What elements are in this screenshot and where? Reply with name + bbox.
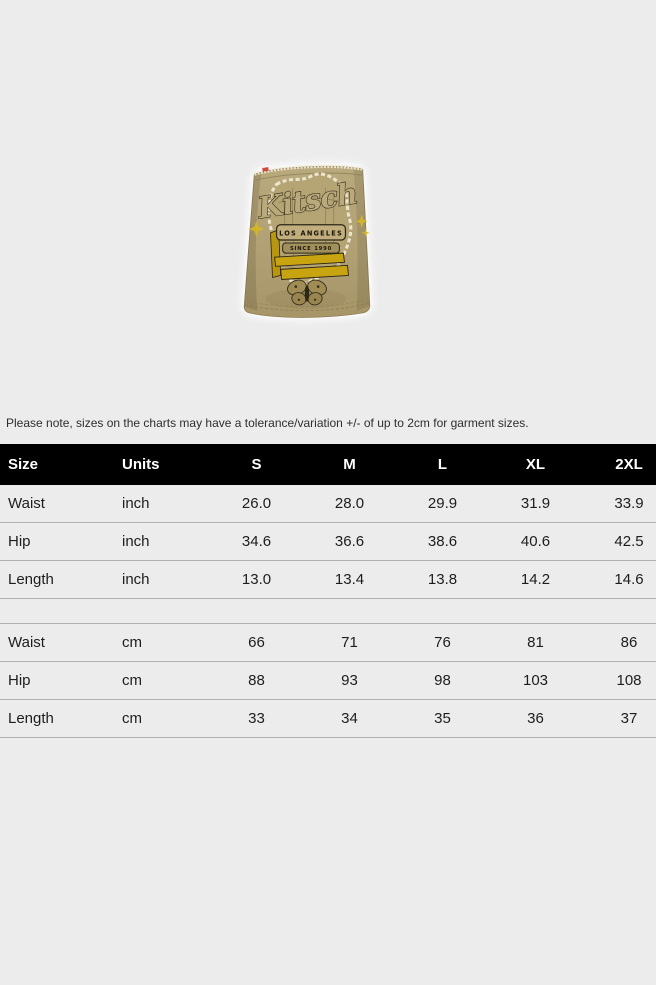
cell-value: 35 [396, 699, 489, 738]
row-unit: inch [114, 485, 210, 523]
row-label: Length [0, 699, 114, 738]
table-row-length-cm: Length cm 33 34 35 36 37 [0, 699, 656, 738]
row-label: Waist [0, 623, 114, 662]
row-unit: inch [114, 560, 210, 599]
banner-text-line1: LOS ANGELES [279, 229, 343, 237]
header-size-l: L [396, 444, 489, 485]
cell-value: 38.6 [396, 522, 489, 561]
size-chart-table: Size Units S M L XL 2XL Waist inch 26.0 … [0, 444, 656, 738]
header-size-xl: XL [489, 444, 582, 485]
cell-value: 34 [303, 699, 396, 738]
table-row-length-inch: Length inch 13.0 13.4 13.8 14.2 14.6 [0, 560, 656, 599]
cell-value: 31.9 [489, 485, 582, 523]
cell-value: 37 [582, 699, 656, 738]
cell-value: 33 [210, 699, 303, 738]
cell-value: 76 [396, 623, 489, 662]
cell-value: 93 [303, 661, 396, 700]
cell-value: 71 [303, 623, 396, 662]
header-units: Units [114, 444, 210, 485]
cell-value: 36.6 [303, 522, 396, 561]
row-unit: cm [114, 699, 210, 738]
cell-value: 33.9 [582, 485, 656, 523]
size-tolerance-note: Please note, sizes on the charts may hav… [6, 416, 529, 430]
cell-value: 81 [489, 623, 582, 662]
cell-value: 98 [396, 661, 489, 700]
table-row-hip-cm: Hip cm 88 93 98 103 108 [0, 661, 656, 700]
row-unit: inch [114, 522, 210, 561]
cell-value: 14.2 [489, 560, 582, 599]
cell-value: 108 [582, 661, 656, 700]
cell-value: 28.0 [303, 485, 396, 523]
header-size-m: M [303, 444, 396, 485]
banner: LOS ANGELES SINCE 1990 [270, 224, 350, 280]
table-row-waist-cm: Waist cm 66 71 76 81 86 [0, 623, 656, 662]
product-photo-area: Kitsch LOS ANGELES SINCE 1990 [0, 0, 656, 415]
banner-text-line2: SINCE 1990 [290, 246, 332, 252]
cell-value: 103 [489, 661, 582, 700]
cell-value: 14.6 [582, 560, 656, 599]
cell-value: 36 [489, 699, 582, 738]
header-size-2xl: 2XL [582, 444, 656, 485]
row-label: Hip [0, 661, 114, 700]
table-row-hip-inch: Hip inch 34.6 36.6 38.6 40.6 42.5 [0, 522, 656, 561]
table-row-waist-inch: Waist inch 26.0 28.0 29.9 31.9 33.9 [0, 485, 656, 523]
size-chart-header-row: Size Units S M L XL 2XL [0, 444, 656, 485]
cell-value: 13.4 [303, 560, 396, 599]
row-label: Hip [0, 522, 114, 561]
row-label: Waist [0, 485, 114, 523]
cell-value: 26.0 [210, 485, 303, 523]
cell-value: 40.6 [489, 522, 582, 561]
cell-value: 86 [582, 623, 656, 662]
row-unit: cm [114, 623, 210, 662]
waist-tag [262, 167, 269, 172]
cell-value: 42.5 [582, 522, 656, 561]
page-bottom-whitespace [0, 738, 656, 982]
size-chart-table-wrap: Size Units S M L XL 2XL Waist inch 26.0 … [0, 444, 656, 738]
cell-value: 34.6 [210, 522, 303, 561]
product-image: Kitsch LOS ANGELES SINCE 1990 [243, 164, 371, 318]
row-label: Length [0, 560, 114, 599]
row-unit: cm [114, 661, 210, 700]
header-size-s: S [210, 444, 303, 485]
cell-value: 13.8 [396, 560, 489, 599]
cell-value: 66 [210, 623, 303, 662]
cell-value: 29.9 [396, 485, 489, 523]
cell-value: 13.0 [210, 560, 303, 599]
section-spacer-row [0, 598, 656, 624]
header-size: Size [0, 444, 114, 485]
butterfly-graphic [287, 279, 327, 306]
star-accents [248, 214, 370, 237]
cell-value: 88 [210, 661, 303, 700]
